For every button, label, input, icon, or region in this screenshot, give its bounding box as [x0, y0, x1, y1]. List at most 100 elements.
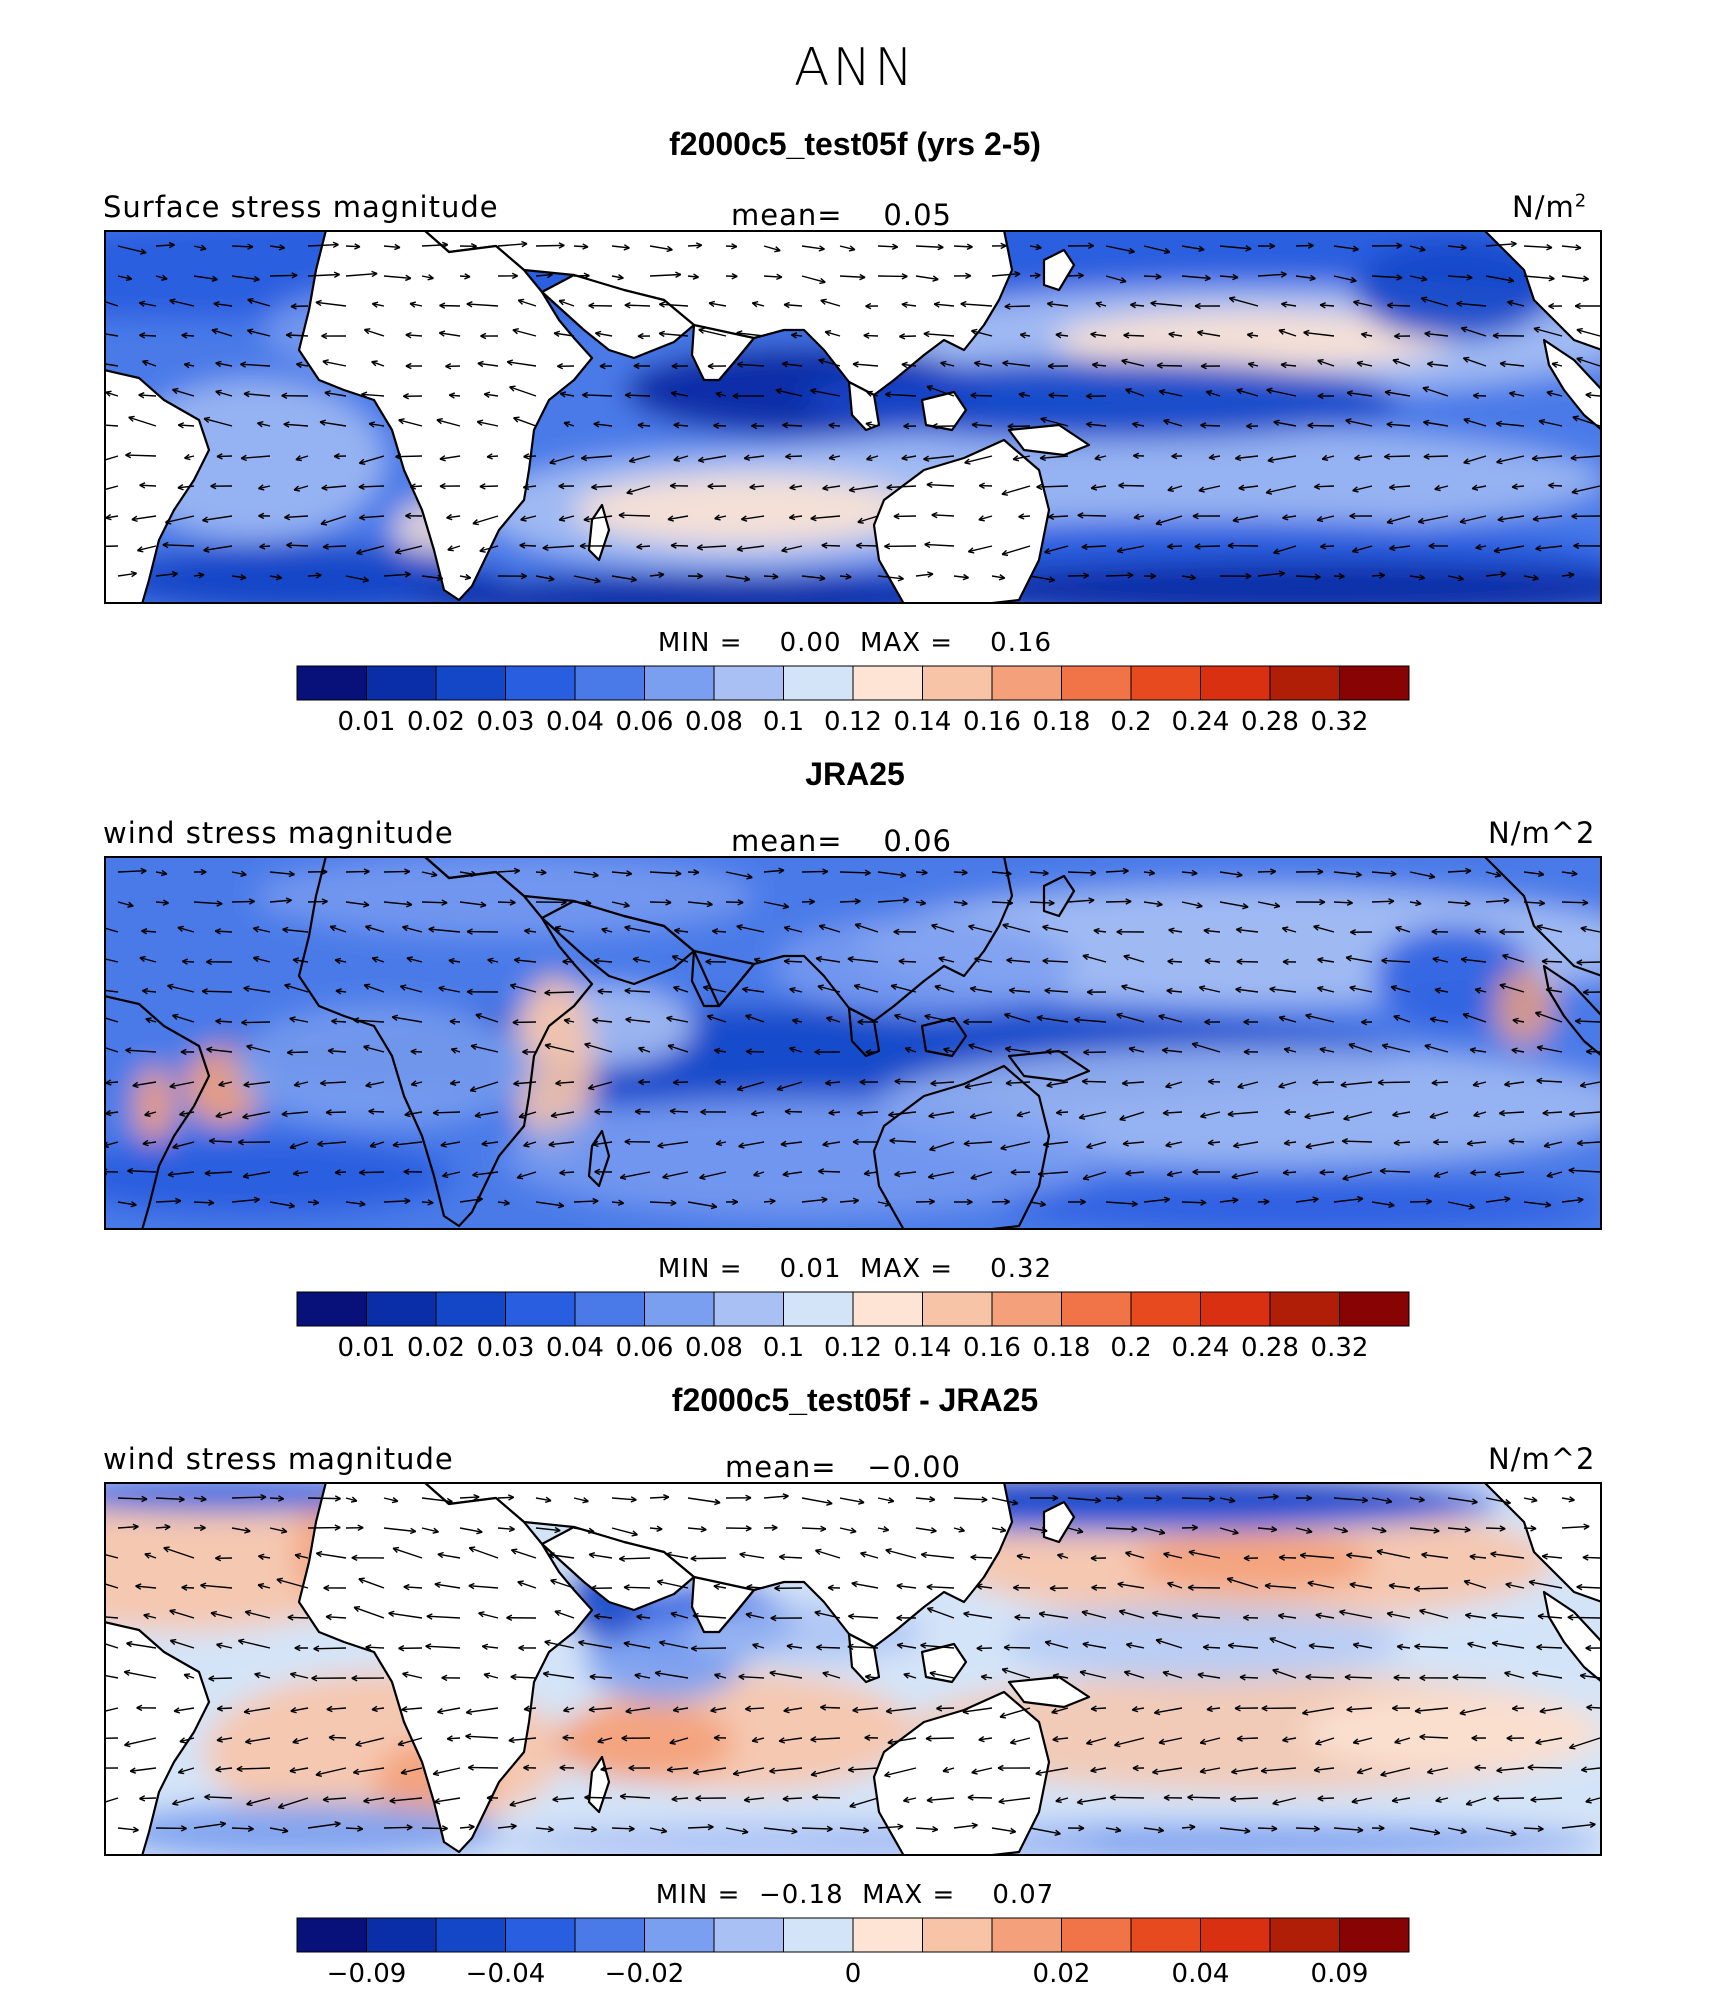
wind-vector — [193, 573, 205, 577]
wind-vector-head — [1320, 543, 1327, 550]
wind-vector-head — [280, 1527, 288, 1534]
wind-vector — [132, 1081, 157, 1087]
wind-vector-head — [1076, 1527, 1084, 1534]
wind-vector — [143, 1614, 157, 1619]
wind-vector-head — [371, 956, 379, 963]
wind-vector-head — [707, 483, 714, 490]
wind-vector-head — [1042, 869, 1049, 877]
wind-vector — [172, 388, 195, 397]
wind-vector-head — [666, 1766, 674, 1773]
wind-vector — [1546, 391, 1563, 397]
wind-vector — [749, 485, 765, 489]
wind-vector-head — [1077, 512, 1084, 519]
wind-vector-head — [1228, 296, 1236, 303]
wind-vector-head — [1507, 299, 1514, 307]
wind-vector — [1409, 1497, 1425, 1501]
wind-vector — [215, 1767, 233, 1771]
wind-vector-head — [1207, 1078, 1215, 1085]
wind-vector-head — [335, 988, 342, 995]
wind-vector-head — [863, 332, 870, 339]
wind-vector — [104, 545, 119, 548]
wind-vector — [920, 1644, 955, 1649]
wind-vector — [513, 417, 537, 427]
wind-vector — [1388, 1584, 1411, 1589]
wind-vector — [403, 1586, 423, 1589]
wind-vector-head — [845, 573, 852, 580]
wind-vector — [1319, 1048, 1335, 1053]
wind-vector-head — [976, 1583, 983, 1590]
wind-vector — [269, 1201, 295, 1208]
wind-vector-head — [899, 333, 906, 340]
wind-vector — [544, 1044, 575, 1053]
wind-vector-head — [1047, 362, 1054, 370]
wind-vector-head — [359, 1169, 366, 1176]
wind-vector-head — [410, 1048, 417, 1055]
wind-vector — [819, 925, 841, 933]
wind-vector — [703, 986, 727, 993]
wind-vector-head — [929, 1670, 936, 1678]
wind-vector-head — [1237, 1082, 1244, 1090]
wind-vector — [581, 455, 613, 460]
wind-vector-head — [1306, 1527, 1313, 1534]
wind-vector-head — [1125, 1642, 1133, 1649]
wind-vector — [671, 392, 689, 397]
wind-vector-head — [405, 362, 412, 370]
wind-vector-head — [1507, 276, 1515, 284]
wind-vector-head — [436, 574, 444, 582]
wind-vector — [1308, 1644, 1335, 1649]
wind-vector — [1125, 1171, 1145, 1175]
wind-vector-head — [1158, 1014, 1165, 1021]
colorbar-tick-label: 0.04 — [546, 707, 604, 732]
wind-vector — [974, 957, 993, 963]
wind-vector — [475, 1013, 499, 1023]
wind-vector — [763, 901, 789, 908]
wind-vector — [789, 515, 803, 519]
wind-vector-head — [1536, 1643, 1543, 1651]
wind-vector — [1004, 1646, 1031, 1649]
wind-vector-head — [1378, 1824, 1385, 1832]
wind-vector-head — [1116, 1495, 1123, 1502]
wind-vector — [355, 1737, 385, 1746]
wind-vector-head — [1001, 549, 1009, 557]
wind-vector-head — [1205, 390, 1213, 397]
wind-vector — [406, 957, 423, 963]
wind-vector-head — [285, 331, 293, 339]
wind-vector-head — [1339, 1609, 1346, 1616]
wind-vector-head — [243, 1081, 250, 1088]
wind-vector-head — [970, 328, 978, 336]
wind-vector-head — [617, 1199, 625, 1206]
wind-vector-head — [926, 1796, 933, 1804]
wind-vector — [1523, 1201, 1551, 1206]
wind-vector — [468, 1585, 499, 1589]
wind-vector — [1447, 275, 1473, 279]
wind-vector — [1167, 960, 1183, 963]
wind-vector-head — [258, 1553, 265, 1561]
wind-vector-head — [580, 454, 588, 462]
wind-vector — [1105, 870, 1129, 873]
wind-vector-head — [322, 543, 329, 550]
wind-vector — [1247, 333, 1259, 337]
wind-vector — [877, 1825, 904, 1829]
wind-vector-head — [180, 1048, 187, 1056]
wind-vector-head — [432, 1527, 439, 1534]
wind-vector-head — [334, 1169, 341, 1176]
wind-vector-head — [398, 418, 405, 425]
wind-vector-head — [818, 924, 826, 931]
wind-vector — [317, 1141, 347, 1145]
wind-vector — [671, 544, 689, 547]
coastline-borneo — [920, 390, 968, 432]
wind-vector-head — [1378, 572, 1386, 579]
wind-vector — [155, 1497, 185, 1501]
wind-vector — [782, 1797, 803, 1800]
wind-vector — [1295, 575, 1321, 578]
wind-vector — [1282, 515, 1297, 519]
wind-vector-head — [206, 1046, 213, 1053]
wind-vector — [583, 515, 613, 521]
wind-vector — [779, 1556, 803, 1559]
wind-vector-head — [968, 1043, 975, 1050]
wind-vector — [409, 302, 423, 307]
wind-vector-head — [480, 901, 487, 908]
wind-vector-head — [848, 1613, 855, 1620]
coastline-india — [690, 323, 756, 382]
wind-vector — [669, 1110, 689, 1113]
